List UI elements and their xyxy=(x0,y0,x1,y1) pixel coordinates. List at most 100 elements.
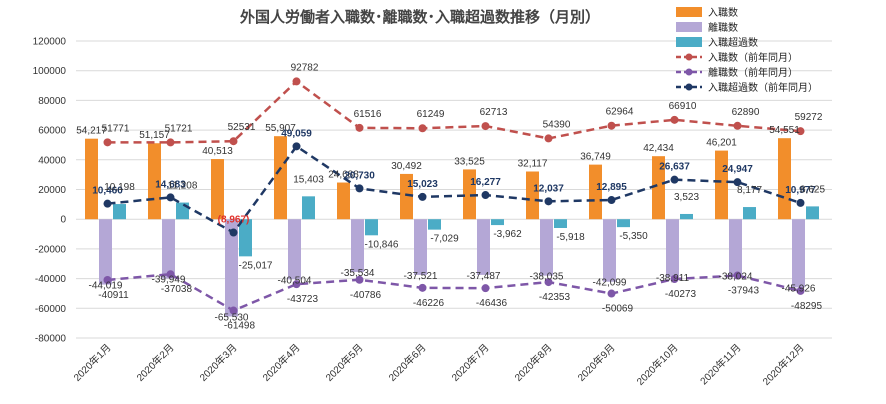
legend-label: 入職超過数 xyxy=(708,36,758,49)
label-outflow-prev: -37038 xyxy=(161,284,193,295)
y-tick-label: 80000 xyxy=(38,96,66,107)
point-outflow-prev xyxy=(418,283,427,292)
bar-inflow xyxy=(589,164,602,220)
x-tick-label: 2020年12月 xyxy=(760,341,807,388)
y-tick-label: -40000 xyxy=(35,274,67,285)
point-inflow-prev xyxy=(733,121,742,130)
label-outflow-prev: -46436 xyxy=(476,298,508,309)
label-outflow-prev: -37943 xyxy=(728,286,760,297)
point-outflow-prev xyxy=(166,270,175,279)
bar-excess xyxy=(743,207,756,220)
point-excess-prev xyxy=(796,198,805,207)
label-outflow-prev: -61498 xyxy=(224,321,256,332)
label-excess: -7,029 xyxy=(430,234,459,245)
label-excess: -5,918 xyxy=(556,232,585,243)
label-inflow-prev: 62964 xyxy=(606,107,634,118)
point-excess-prev xyxy=(166,193,175,202)
point-excess-prev xyxy=(670,175,679,184)
y-tick-label: 0 xyxy=(60,215,66,226)
bar-excess xyxy=(365,219,378,236)
point-inflow-prev xyxy=(670,115,679,124)
line-inflow-prev xyxy=(107,79,801,144)
legend-marker xyxy=(685,83,693,91)
bar-inflow xyxy=(337,182,350,220)
bar-outflow xyxy=(477,219,490,275)
legend-label: 入職数 xyxy=(708,6,738,19)
label-excess-prev: 24,947 xyxy=(722,164,753,175)
bar-outflow xyxy=(729,219,742,276)
bar-inflow xyxy=(211,159,224,220)
x-tick-label: 2020年5月 xyxy=(323,341,366,384)
bar-excess xyxy=(113,204,126,220)
label-excess: 11,208 xyxy=(168,181,198,192)
label-inflow: 36,749 xyxy=(580,152,611,163)
label-excess-prev: 14,683 xyxy=(155,179,186,190)
bar-excess xyxy=(302,196,315,220)
y-tick-label: 60000 xyxy=(38,126,66,137)
label-inflow-prev: 51721 xyxy=(165,123,193,134)
legend-marker xyxy=(685,68,693,76)
bar-outflow xyxy=(351,219,364,272)
label-outflow: -38,024 xyxy=(719,272,753,283)
label-excess: -3,962 xyxy=(493,229,522,240)
point-inflow-prev xyxy=(292,77,301,86)
lines xyxy=(103,77,805,315)
bar-excess xyxy=(491,219,504,226)
label-inflow-prev: 54390 xyxy=(543,119,571,130)
label-excess: -10,846 xyxy=(365,239,399,250)
label-excess-prev: 10,977 xyxy=(785,185,816,196)
label-excess: 8,625 xyxy=(800,184,825,195)
point-excess-prev xyxy=(103,199,112,208)
bar-inflow xyxy=(778,138,791,220)
point-excess-prev xyxy=(481,191,490,200)
point-outflow-prev xyxy=(355,275,364,284)
label-excess-prev: 12,895 xyxy=(596,182,627,193)
label-excess-prev: 20,730 xyxy=(344,170,375,181)
label-excess: 15,403 xyxy=(293,174,324,185)
point-outflow-prev xyxy=(670,275,679,284)
bar-excess xyxy=(617,219,630,228)
x-tick-label: 2020年2月 xyxy=(134,341,177,384)
label-outflow: -40,504 xyxy=(278,275,312,286)
label-inflow-prev: 92782 xyxy=(291,62,319,73)
label-outflow-prev: -42353 xyxy=(539,292,571,303)
point-outflow-prev xyxy=(607,289,616,298)
point-outflow-prev xyxy=(733,271,742,280)
point-inflow-prev xyxy=(796,127,805,136)
point-excess-prev xyxy=(607,196,616,205)
y-tick-label: 100000 xyxy=(33,66,67,77)
legend-swatch xyxy=(676,7,702,17)
bar-outflow xyxy=(540,219,553,276)
bar-outflow xyxy=(162,219,175,279)
point-inflow-prev xyxy=(166,138,175,147)
label-excess: -5,350 xyxy=(619,231,648,242)
x-tick-label: 2020年8月 xyxy=(512,341,555,384)
label-outflow: -65,530 xyxy=(215,313,249,324)
point-inflow-prev xyxy=(544,134,553,143)
label-outflow-prev: -48295 xyxy=(791,301,823,312)
bar-inflow xyxy=(715,150,728,220)
label-inflow: 30,492 xyxy=(391,161,422,172)
chart-title: 外国人労働者入職数･離職数･入職超過数推移（月別） xyxy=(239,8,600,26)
bar-excess xyxy=(176,202,189,220)
legend-label: 離職数（前年同月） xyxy=(708,66,798,79)
point-excess-prev xyxy=(544,197,553,206)
bar-outflow xyxy=(99,219,112,285)
legend-label: 入職超過数（前年同月） xyxy=(708,81,818,94)
label-outflow-prev: -40786 xyxy=(350,290,382,301)
label-inflow-prev: 62713 xyxy=(480,107,508,118)
label-inflow: 51,157 xyxy=(139,130,170,141)
bar-outflow xyxy=(225,219,238,317)
label-inflow: 54,551 xyxy=(769,125,800,136)
label-inflow-prev: 52531 xyxy=(228,122,256,133)
label-inflow: 33,525 xyxy=(454,156,485,167)
label-outflow: -38,035 xyxy=(530,272,564,283)
y-tick-label: 20000 xyxy=(38,185,66,196)
x-tick-label: 2020年11月 xyxy=(697,341,743,387)
label-outflow-prev: -40273 xyxy=(665,289,697,300)
x-tick-label: 2020年3月 xyxy=(197,341,240,384)
label-excess: 10,198 xyxy=(104,182,135,193)
label-excess: 8,177 xyxy=(737,185,762,196)
